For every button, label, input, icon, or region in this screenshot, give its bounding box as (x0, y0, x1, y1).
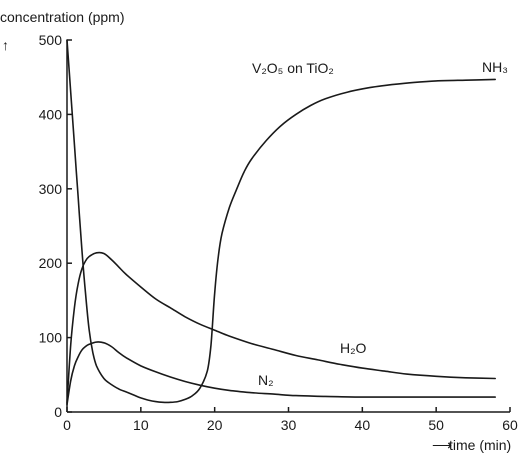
x-tick-label: 40 (355, 417, 371, 433)
series-line-n2 (66, 341, 496, 406)
y-tick-label: 300 (39, 181, 63, 197)
y-axis-label: concentration (ppm) (0, 9, 125, 25)
x-tick-label: 60 (502, 417, 518, 433)
x-tick-label: 30 (281, 417, 297, 433)
y-tick-label: 500 (39, 32, 63, 48)
y-axis-arrow: ↑ (2, 37, 9, 53)
x-axis-label: time (min) (449, 437, 511, 453)
y-tick-label: 100 (39, 330, 63, 346)
x-tick-label: 20 (207, 417, 223, 433)
series-label-nh3: NH₃ (482, 59, 508, 75)
series-label-n2: N₂ (258, 372, 274, 388)
series-label-h2o: H₂O (340, 340, 367, 356)
y-tick-label: 400 (39, 106, 63, 122)
series-line-nh3 (66, 39, 496, 404)
tick-group: 0 100 200 300 400 500 0 10 20 30 40 50 60 (39, 32, 518, 433)
x-tick-label: 50 (428, 417, 444, 433)
x-axis-arrow: ⟶ (432, 437, 452, 453)
x-tick-label: 0 (63, 417, 71, 433)
chart-annotation: V₂O₅ on TiO₂ (252, 60, 334, 76)
y-tick-label: 200 (39, 255, 63, 271)
series-group (66, 39, 496, 406)
x-tick-label: 10 (133, 417, 149, 433)
y-tick-label: 0 (54, 404, 62, 420)
series-label-group: NH₃ H₂O N₂ (258, 59, 508, 388)
series-line-h2o (66, 251, 496, 404)
